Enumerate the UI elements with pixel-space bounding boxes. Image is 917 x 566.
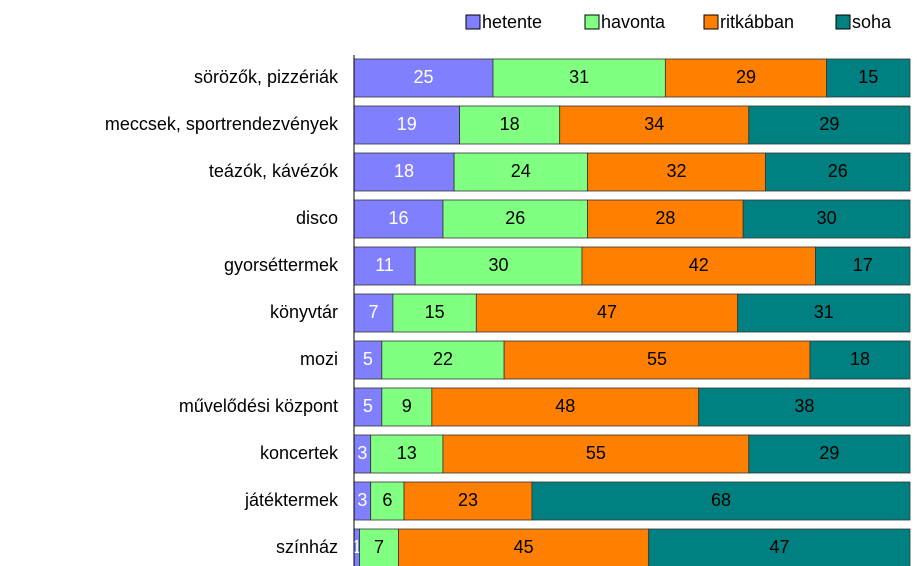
data-label: 29 — [819, 114, 839, 134]
legend-label: havonta — [601, 12, 666, 32]
bar-segment — [698, 387, 911, 427]
category-label: gyorséttermek — [224, 255, 339, 275]
data-label: 18 — [850, 349, 870, 369]
bar-segment — [359, 528, 399, 566]
data-label: 68 — [711, 490, 731, 510]
bar-segment — [353, 199, 444, 239]
data-label: 7 — [368, 302, 378, 322]
data-label: 34 — [644, 114, 664, 134]
legend-swatch — [835, 14, 851, 30]
bar-segment — [403, 481, 533, 521]
data-label: 55 — [586, 443, 606, 463]
data-label: 15 — [858, 67, 878, 87]
data-label: 31 — [814, 302, 834, 322]
legend-swatch — [465, 14, 481, 30]
data-label: 30 — [817, 208, 837, 228]
data-label: 6 — [382, 490, 392, 510]
data-label: 18 — [394, 161, 414, 181]
category-label: színház — [276, 537, 338, 557]
data-label: 23 — [458, 490, 478, 510]
data-label: 47 — [597, 302, 617, 322]
bar-segment — [442, 199, 588, 239]
bar-segment — [826, 58, 911, 98]
bar-segment — [492, 58, 666, 98]
data-label: 31 — [569, 67, 589, 87]
bar-segment — [748, 105, 911, 145]
data-label: 13 — [397, 443, 417, 463]
bar-segment — [503, 340, 811, 380]
data-label: 1 — [352, 537, 362, 557]
bar-segment — [431, 387, 700, 427]
data-label: 28 — [655, 208, 675, 228]
data-label: 25 — [413, 67, 433, 87]
data-label: 48 — [555, 396, 575, 416]
data-label: 42 — [689, 255, 709, 275]
data-label: 9 — [402, 396, 412, 416]
bar-segment — [370, 481, 405, 521]
category-label: disco — [296, 208, 338, 228]
category-label: mozi — [300, 349, 338, 369]
legend-label: soha — [852, 12, 892, 32]
bar-segment — [648, 528, 911, 566]
bar-segment — [531, 481, 911, 521]
data-label: 15 — [425, 302, 445, 322]
legend-swatch — [703, 14, 719, 30]
data-label: 16 — [388, 208, 408, 228]
bar-segment — [453, 152, 588, 192]
data-label: 19 — [397, 114, 417, 134]
category-label: könyvtár — [270, 302, 338, 322]
bar-segment — [353, 293, 394, 333]
data-label: 38 — [794, 396, 814, 416]
bar-segment — [414, 246, 583, 286]
category-label: koncertek — [260, 443, 339, 463]
data-label: 18 — [500, 114, 520, 134]
legend-label: hetente — [482, 12, 542, 32]
data-label: 17 — [853, 255, 873, 275]
bar-segment — [353, 387, 383, 427]
bar-segment — [815, 246, 911, 286]
category-label: sörözők, pizzériák — [194, 67, 339, 87]
bar-segment — [809, 340, 911, 380]
bar-segment — [581, 246, 816, 286]
data-label: 30 — [489, 255, 509, 275]
data-label: 29 — [736, 67, 756, 87]
category-label: teázók, kávézók — [209, 161, 339, 181]
data-label: 24 — [511, 161, 531, 181]
bar-segment — [459, 105, 561, 145]
category-label: meccsek, sportrendezvények — [105, 114, 339, 134]
data-label: 3 — [357, 490, 367, 510]
bar-segment — [742, 199, 911, 239]
data-label: 45 — [514, 537, 534, 557]
bar-segment — [475, 293, 739, 333]
legend-label: ritkábban — [720, 12, 794, 32]
data-label: 5 — [363, 349, 373, 369]
bar-segment — [370, 434, 444, 474]
data-label: 22 — [433, 349, 453, 369]
category-label: művelődési központ — [179, 396, 338, 416]
data-label: 7 — [374, 537, 384, 557]
category-label: játéktermek — [244, 490, 339, 510]
data-label: 5 — [363, 396, 373, 416]
bar-segment — [353, 58, 494, 98]
bar-segment — [664, 58, 827, 98]
bar-segment — [392, 293, 477, 333]
data-label: 26 — [828, 161, 848, 181]
data-label: 32 — [666, 161, 686, 181]
data-label: 47 — [769, 537, 789, 557]
bar-segment — [737, 293, 911, 333]
bar-segment — [559, 105, 750, 145]
bar-segment — [398, 528, 650, 566]
data-label: 11 — [375, 255, 394, 275]
data-label: 3 — [357, 443, 367, 463]
bar-segment — [353, 340, 383, 380]
bar-segment — [353, 105, 461, 145]
data-label: 55 — [647, 349, 667, 369]
bar-segment — [765, 152, 911, 192]
legend-swatch — [584, 14, 600, 30]
data-label: 26 — [505, 208, 525, 228]
bar-segment — [748, 434, 911, 474]
data-label: 29 — [819, 443, 839, 463]
